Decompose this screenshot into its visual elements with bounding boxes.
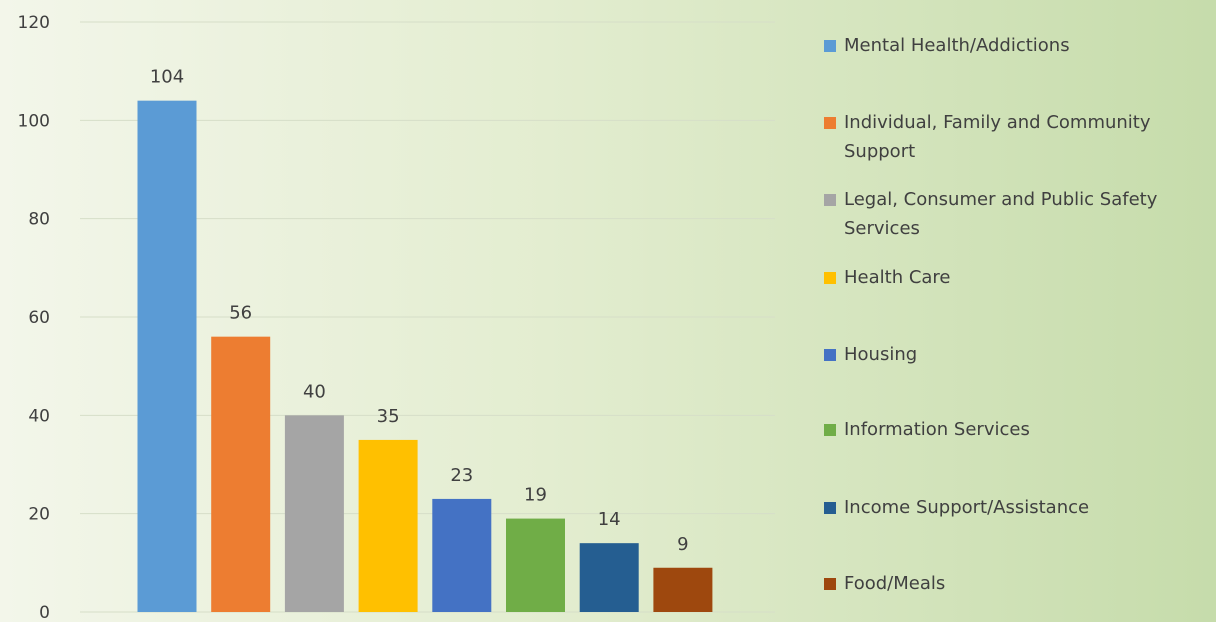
legend-item: Income Support/Assistance [824,493,1210,522]
y-tick-label: 40 [28,406,50,426]
legend-swatch [824,272,836,284]
legend-label: Information Services [844,419,1030,440]
legend-label: Food/Meals [844,573,946,594]
bar-value-label: 35 [377,406,400,427]
y-tick-label: 100 [18,111,50,131]
legend-item: Housing [824,340,1210,369]
legend-label: Individual, Family and Community Support [844,112,1151,162]
legend-label: Legal, Consumer and Public Safety Servic… [844,189,1158,239]
legend-swatch [824,502,836,514]
bar-6 [506,518,565,612]
legend-swatch [824,349,836,361]
y-tick-label: 20 [28,505,50,525]
bar-value-label: 9 [677,534,688,555]
legend-item: Information Services [824,415,1210,444]
bar-3 [284,415,344,612]
bar-value-label: 23 [450,465,473,486]
legend-swatch [824,40,836,52]
legend-swatch [824,117,836,129]
legend-item: Individual, Family and Community Support [824,108,1210,166]
y-tick-label: 80 [28,210,50,230]
legend-label: Health Care [844,267,951,288]
legend-label: Housing [844,344,918,365]
bar-chart: 0 20 40 60 80 100 120 104 56 40 35 23 19 14 9 [18,13,775,622]
legend-item: Legal, Consumer and Public Safety Servic… [824,185,1210,243]
bar-1 [137,100,197,613]
bars [137,100,713,613]
legend-label: Income Support/Assistance [844,497,1090,518]
legend-swatch [824,424,836,436]
bar-value-label: 40 [303,381,326,402]
legend-label: Mental Health/Addictions [844,35,1070,56]
bar-value-label: 104 [150,67,184,88]
bar-value-label: 14 [598,509,621,530]
legend-item: Health Care [824,263,1210,292]
legend-swatch [824,194,836,206]
y-tick-label: 120 [18,13,50,33]
bar-2 [211,336,271,612]
bar-value-label: 56 [229,303,252,324]
bar-5 [432,498,492,612]
bar-4 [358,439,418,612]
legend-swatch [824,578,836,590]
legend-item: Mental Health/Addictions [824,31,1210,60]
y-axis-tick-labels: 0 20 40 60 80 100 120 [18,13,50,622]
legend-item: Food/Meals [824,569,1210,598]
bar-7 [579,543,639,612]
y-tick-label: 60 [28,308,50,328]
bar-8 [653,567,713,612]
data-labels: 104 56 40 35 23 19 14 9 [150,67,689,555]
y-tick-label: 0 [39,603,50,622]
bar-value-label: 19 [524,485,547,506]
